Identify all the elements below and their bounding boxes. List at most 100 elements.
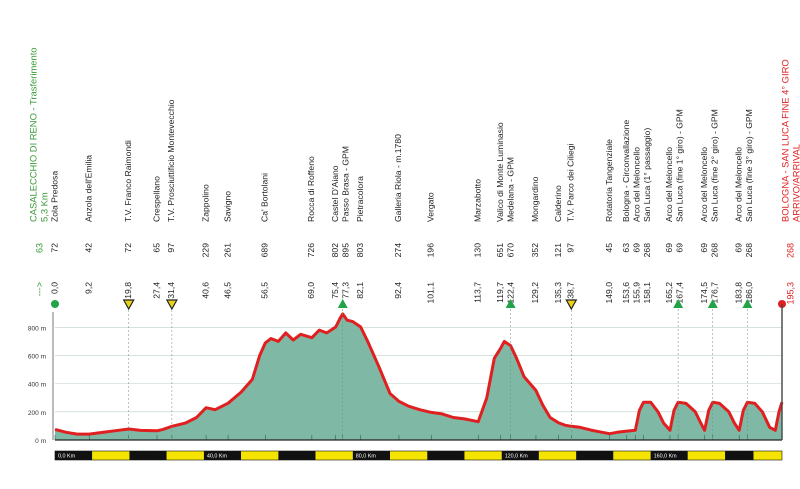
waypoint-altitude: 268 <box>709 243 719 258</box>
finish-altitude: 268 <box>785 243 795 258</box>
waypoint-altitude: 97 <box>166 243 176 253</box>
waypoint-km: 176,7 <box>709 282 719 304</box>
waypoint-altitude: 689 <box>260 243 270 258</box>
profile-fill <box>55 313 782 440</box>
band-segment-dark <box>650 451 688 460</box>
waypoint-km: 119,7 <box>495 282 505 303</box>
waypoint-altitude: 229 <box>200 243 210 258</box>
climb-marker <box>505 299 516 308</box>
start-distance-note: 5,3 Km <box>38 192 49 222</box>
waypoint-name: Castel D'Aiano <box>330 165 340 222</box>
waypoint-altitude: 803 <box>355 243 365 258</box>
waypoint-altitude: 69 <box>699 243 709 253</box>
waypoint-altitude: 130 <box>473 243 483 258</box>
waypoint-km: 153,6 <box>621 282 631 304</box>
waypoint-km: 101,1 <box>426 282 436 304</box>
waypoint-altitude: 69 <box>733 243 743 253</box>
band-segment-yellow <box>613 451 651 460</box>
waypoint-km: 122,4 <box>505 282 515 304</box>
band-segment-yellow <box>753 451 782 460</box>
waypoint-altitude: 97 <box>566 243 576 253</box>
waypoint-labels: CASALECCHIO DI RENO - Trasferimento 5,3 K… <box>27 47 800 304</box>
waypoint-km: 174,5 <box>699 282 709 304</box>
waypoint-name: Zola Predosa <box>49 171 59 222</box>
band-segment-dark <box>427 451 465 460</box>
waypoint-altitude: 651 <box>495 243 505 258</box>
band-km-label: 0,0 Km <box>58 454 76 460</box>
band-segment-dark <box>203 451 242 460</box>
waypoint-name: San Luca (fine 2° giro) - GPM <box>709 109 719 222</box>
waypoint-km: 186,0 <box>744 282 754 304</box>
waypoint-name: Calderino <box>553 185 563 222</box>
waypoint-km: 82,1 <box>355 282 365 299</box>
waypoint-km: 46,5 <box>222 282 232 299</box>
band-segment-yellow <box>390 451 428 460</box>
start-altitude: 63 <box>34 243 44 253</box>
waypoint-name: Arco del Meloncello <box>664 147 674 222</box>
waypoint-altitude: 69 <box>675 243 685 253</box>
profile-line <box>54 312 784 436</box>
waypoint-name: San Luca (fine 1° giro) - GPM <box>675 109 685 222</box>
waypoint-km: 129,2 <box>530 282 540 304</box>
waypoint-altitude: 895 <box>340 243 350 258</box>
waypoint-altitude: 670 <box>505 243 515 258</box>
y-tick-label: 0 m <box>35 438 46 445</box>
finish-name: BOLOGNA - SAN LUCA FINE 4° GIRO <box>779 59 790 222</box>
waypoint-altitude: 268 <box>642 243 652 258</box>
band-km-label: 100,0 Km <box>430 454 454 460</box>
band-segment-dark <box>129 451 167 460</box>
band-segment-dark <box>278 451 316 460</box>
y-tick-label: 600 m <box>28 353 46 360</box>
waypoint-name: Passo Brasa - GPM <box>340 146 350 222</box>
waypoint-km: 138,7 <box>566 282 576 304</box>
band-segment-dark <box>576 451 614 460</box>
band-km-label: 180,0 <box>728 454 742 460</box>
band-segment-dark <box>352 451 391 460</box>
waypoint-altitude: 196 <box>426 243 436 258</box>
band-km-label: 80,0 Km <box>356 454 377 460</box>
waypoint-km: 0,0 <box>49 282 59 294</box>
climb-marker <box>707 299 718 308</box>
climb-marker <box>337 299 348 308</box>
finish-km: 195,3 <box>785 282 795 305</box>
waypoint-name: Zappolino <box>200 184 210 222</box>
waypoint-km: 69,0 <box>306 282 316 299</box>
waypoint-altitude: 45 <box>604 243 614 253</box>
waypoint-name: Mongardino <box>530 176 540 222</box>
band-segment-dark <box>501 451 539 460</box>
waypoint-name: Valico di Monte Luminasio <box>495 122 505 222</box>
band-km-label: 120,0 Km <box>505 454 529 460</box>
waypoint-name: Arco del Meloncello <box>632 147 642 222</box>
waypoint-name: Rotatoria Tangenziale <box>604 139 614 222</box>
finish-subtitle: ARRIVO/ARRIVAL <box>790 144 800 222</box>
waypoint-name: Ca' Bortolani <box>260 173 270 222</box>
waypoint-km: 183,8 <box>733 282 743 304</box>
distance-band: 0,0 Km 20,0 Km 40,0 Km 60,0 Km 80,0 Km 100,0 … <box>54 450 783 461</box>
band-km-label: 140,0 Km <box>579 454 603 460</box>
waypoint-name: Arco del Meloncello <box>699 147 709 222</box>
waypoint-name: Galleria Riola - m.1780 <box>393 134 403 222</box>
waypoint-km: 40,6 <box>200 282 210 299</box>
start-marker <box>51 300 59 308</box>
waypoint-km: 77,3 <box>340 282 350 299</box>
route-markers <box>51 299 786 440</box>
waypoint-altitude: 65 <box>151 243 161 253</box>
band-segment-yellow <box>166 451 204 460</box>
start-km: ---> <box>34 282 44 296</box>
waypoint-km: 149,0 <box>604 282 614 304</box>
waypoint-altitude: 69 <box>664 243 674 253</box>
waypoint-name: Crespellano <box>151 176 161 222</box>
y-tick-label: 200 m <box>28 410 46 417</box>
waypoint-km: 75,4 <box>330 282 340 299</box>
waypoint-name: Rocca di Roffeno <box>306 156 316 222</box>
sprint-marker <box>565 299 578 311</box>
waypoint-name: Savigno <box>222 191 232 222</box>
sprint-marker <box>122 299 135 311</box>
band-segment-yellow <box>92 451 130 460</box>
band-km-label: 40,0 Km <box>207 454 228 460</box>
waypoint-name: Marzabotto <box>473 179 483 222</box>
waypoint-altitude: 261 <box>222 243 232 258</box>
band-km-label: 160,0 Km <box>654 454 678 460</box>
band-outline <box>54 450 783 461</box>
